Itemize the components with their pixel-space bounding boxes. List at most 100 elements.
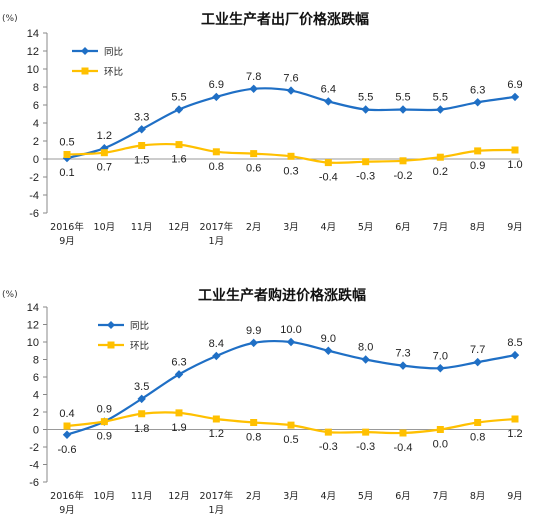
mom-point-marker [138, 142, 146, 149]
data-label: 1.5 [134, 155, 149, 167]
y-tick-label: -6 [29, 477, 39, 489]
x-tick-label: 7月 [433, 491, 449, 502]
data-label: -0.3 [356, 441, 375, 453]
data-label: 5.5 [433, 92, 448, 104]
yoy-point-marker [324, 97, 333, 106]
data-label: 6.3 [470, 84, 485, 96]
data-label: 0.9 [97, 404, 112, 416]
y-tick-label: 8 [33, 355, 39, 367]
yoy-point-marker [137, 125, 146, 134]
legend-label: 环比 [104, 66, 123, 78]
y-tick-label: 14 [27, 302, 39, 314]
data-label: 10.0 [280, 324, 301, 336]
y-tick-label: -2 [29, 172, 39, 184]
x-tick-label: 2016年 9月 [50, 221, 84, 247]
data-label: -0.4 [394, 442, 413, 454]
data-label: 0.4 [59, 408, 74, 420]
x-tick-label: 7月 [433, 222, 449, 233]
data-label: 1.2 [209, 428, 224, 440]
data-label: 7.6 [283, 73, 298, 85]
data-label: 5.5 [395, 92, 410, 104]
y-tick-label: 0 [33, 425, 39, 437]
x-tick-label: 12月 [168, 222, 190, 233]
y-tick-label: 4 [33, 118, 39, 130]
mom-point-marker [63, 151, 71, 158]
x-tick-label: 4月 [321, 222, 337, 233]
y-tick-label: -2 [29, 442, 39, 454]
yoy-point-marker [473, 357, 482, 367]
mom-point-marker [436, 153, 444, 161]
x-tick-label: 11月 [131, 491, 153, 502]
mom-point-marker [324, 428, 332, 436]
data-label: 3.5 [134, 381, 149, 393]
mom-point-marker [399, 157, 407, 165]
data-label: 1.2 [97, 130, 112, 142]
legend-marker-square [107, 341, 115, 349]
mom-point-marker [250, 419, 258, 426]
data-label: 0.6 [246, 163, 261, 175]
x-tick-label: 2016年 9月 [50, 490, 84, 516]
legend-label: 同比 [104, 46, 123, 58]
x-tick-label: 2月 [246, 491, 262, 502]
x-tick-label: 9月 [507, 491, 523, 502]
data-label: 0.2 [433, 166, 448, 178]
yoy-point-marker [361, 105, 370, 114]
y-tick-label: 8 [33, 82, 39, 94]
y-tick-label: 14 [27, 28, 39, 40]
x-tick-label: 2017年 1月 [199, 221, 233, 247]
data-label: -0.4 [319, 172, 338, 184]
x-tick-label: 2月 [246, 222, 262, 233]
data-label: 7.3 [395, 348, 410, 360]
y-tick-label: 6 [33, 372, 39, 384]
x-tick-label: 5月 [358, 222, 374, 233]
yoy-point-marker [174, 105, 184, 114]
x-tick-label: 12月 [168, 491, 190, 502]
y-tick-label: -6 [29, 208, 39, 220]
data-label: 6.9 [209, 79, 224, 91]
y-tick-label: 0 [33, 154, 39, 166]
mom-point-marker [474, 147, 482, 155]
data-label: -0.6 [58, 444, 77, 456]
data-label: 7.8 [246, 71, 261, 83]
yoy-point-marker [62, 430, 72, 439]
mom-point-marker [250, 150, 258, 158]
yoy-point-marker [473, 98, 482, 107]
data-label: -0.3 [356, 171, 375, 183]
data-label: 6.4 [321, 83, 336, 95]
x-tick-label: 4月 [321, 491, 337, 502]
data-label: 6.3 [171, 356, 186, 368]
legend-label: 环比 [130, 340, 149, 352]
x-tick-label: 6月 [395, 491, 411, 502]
mom-point-marker [474, 419, 482, 426]
mom-point-marker [287, 421, 295, 429]
mom-point-marker [100, 149, 108, 157]
yoy-point-marker [510, 350, 520, 360]
mom-point-marker [175, 409, 183, 417]
data-label: 1.6 [171, 154, 186, 166]
data-label: 0.8 [209, 161, 224, 173]
mom-point-marker [63, 422, 71, 430]
data-label: 1.9 [171, 422, 186, 434]
y-tick-label: 10 [27, 337, 39, 349]
data-label: 0.7 [97, 162, 112, 174]
data-label: 9.9 [246, 325, 261, 337]
data-label: 1.8 [134, 423, 149, 435]
x-tick-label: 2017年 1月 [199, 490, 233, 516]
data-label: 8.5 [507, 337, 522, 349]
yoy-point-marker [510, 92, 520, 102]
yoy-point-marker [249, 84, 258, 93]
data-label: 7.0 [433, 350, 448, 362]
chart-2: 工业生产者购进价格涨跌幅 (%) -6 -4 -2 0 2 4 6 8 10 12 14 2016年 9月 1… [2, 287, 523, 516]
legend-label: 同比 [130, 320, 149, 332]
data-label: 5.5 [171, 92, 186, 104]
yoy-point-marker [174, 370, 184, 379]
data-label: 8.4 [209, 338, 224, 350]
data-label: -0.3 [319, 441, 338, 453]
legend-marker-square [81, 67, 89, 75]
yoy-point-marker [212, 351, 221, 361]
mom-point-marker [399, 429, 407, 437]
data-label: 7.7 [470, 344, 485, 356]
y-tick-label: 10 [27, 64, 39, 76]
yoy-point-marker [398, 361, 408, 370]
